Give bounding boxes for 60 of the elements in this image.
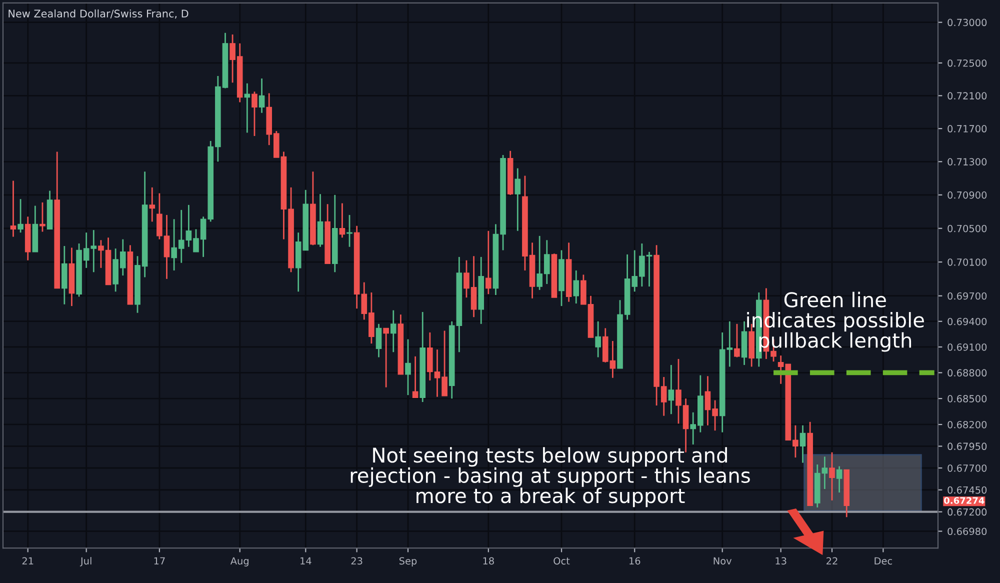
y-tick-label: 0.69100 — [948, 343, 987, 351]
y-tick-label: 0.69400 — [948, 318, 987, 326]
x-tick-label: 22 — [826, 557, 838, 564]
candlestick — [836, 466, 842, 494]
candlestick — [258, 78, 265, 114]
y-tick-label: 0.68500 — [948, 395, 987, 402]
x-tick-label: Nov — [714, 557, 732, 565]
x-tick-label: 16 — [630, 557, 640, 565]
y-tick-label: 0.70100 — [948, 258, 987, 266]
candlestick — [383, 327, 389, 388]
candlestick — [317, 193, 324, 248]
x-tick-label: Jul — [80, 557, 92, 566]
y-tick-label: 0.72500 — [948, 59, 987, 67]
x-tick-label: 14 — [300, 557, 312, 564]
candlestick — [829, 452, 835, 502]
candlestick — [405, 338, 411, 396]
annotation: Not seeing tests below support and rejection - basing at support - this leans more to a break of support — [350, 447, 750, 508]
candlestick — [573, 270, 580, 304]
y-tick-label: 0.67700 — [948, 464, 987, 472]
x-tick-label: 18 — [483, 557, 494, 565]
candlestick — [10, 180, 16, 238]
candlestick — [734, 323, 740, 358]
x-tick-label: Sep — [399, 557, 417, 566]
candlestick — [18, 198, 24, 234]
candlestick — [668, 364, 674, 415]
y-tick-label: 0.69700 — [948, 292, 987, 300]
candlestick — [346, 214, 352, 248]
text: New Zealand Dollar/Swiss Franc, D — [8, 9, 188, 19]
candlestick — [595, 320, 601, 358]
y-tick-label: 0.70900 — [948, 191, 987, 199]
text: 0.67274 — [944, 497, 984, 504]
y-tick-label: 0.66980 — [948, 528, 987, 536]
candlestick — [800, 424, 806, 464]
x-tick-label: 21 — [22, 557, 34, 564]
y-tick-label: 0.71700 — [948, 125, 987, 132]
y-tick-label: 0.67450 — [948, 486, 987, 494]
x-tick-label: 13 — [776, 557, 786, 565]
y-tick-label: 0.67950 — [948, 442, 987, 450]
y-tick-label: 0.67200 — [948, 508, 987, 516]
candlestick — [486, 230, 492, 295]
candlestick — [339, 202, 346, 238]
y-tick-label: 0.68200 — [948, 420, 987, 428]
y-tick-label: 0.70500 — [948, 224, 987, 232]
candlestick — [412, 356, 418, 398]
y-tick-label: 0.72100 — [948, 92, 987, 100]
candlestick — [149, 186, 156, 222]
candlestick — [252, 90, 258, 137]
x-tick-label: 23 — [351, 557, 362, 565]
candlestick — [390, 310, 396, 353]
x-tick-label: Oct — [554, 557, 570, 565]
x-tick-label: Dec — [874, 557, 892, 565]
candlestick — [514, 168, 521, 232]
x-tick-label: 17 — [154, 557, 165, 564]
candlestick — [376, 323, 382, 358]
y-tick-label: 0.68800 — [948, 369, 987, 377]
x-tick-label: Aug — [230, 557, 248, 566]
candlestick — [244, 82, 250, 134]
y-tick-label: 0.73000 — [948, 18, 987, 26]
candlestick — [40, 202, 46, 232]
y-tick-label: 0.71300 — [948, 158, 987, 166]
